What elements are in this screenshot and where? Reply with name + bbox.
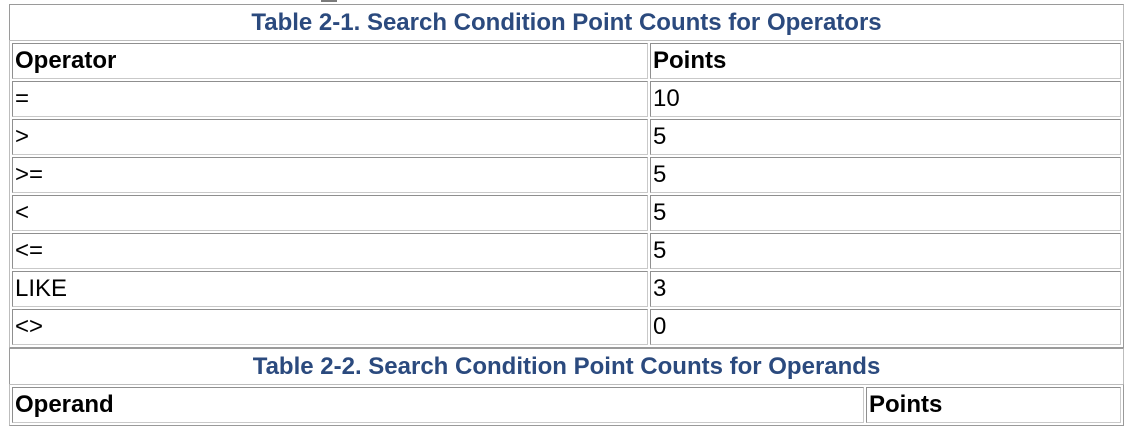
points-cell: 5 xyxy=(650,119,1121,155)
table-row: = 10 xyxy=(12,81,1121,117)
operands-table: Table 2-2. Search Condition Point Counts… xyxy=(9,348,1124,426)
operator-cell: LIKE xyxy=(12,271,648,307)
document-page: Table 2-1. Search Condition Point Counts… xyxy=(9,0,1124,426)
points-cell: 5 xyxy=(650,233,1121,269)
table-row: > 5 xyxy=(12,119,1121,155)
operator-cell: <> xyxy=(12,309,648,345)
table-row: <> 0 xyxy=(12,309,1121,345)
table-2-1-caption: Table 2-1. Search Condition Point Counts… xyxy=(9,4,1124,40)
table-row: < 5 xyxy=(12,195,1121,231)
operator-cell: >= xyxy=(12,157,648,193)
operator-cell: <= xyxy=(12,233,648,269)
points-cell: 0 xyxy=(650,309,1121,345)
table-row: LIKE 3 xyxy=(12,271,1121,307)
page-top-marker xyxy=(321,0,337,2)
table-row: >= 5 xyxy=(12,157,1121,193)
column-header-points: Points xyxy=(650,43,1121,79)
points-cell: 5 xyxy=(650,157,1121,193)
table-header-row: Operator Points xyxy=(12,43,1121,79)
points-cell: 3 xyxy=(650,271,1121,307)
points-cell: 10 xyxy=(650,81,1121,117)
table-header-row: Operand Points xyxy=(12,387,1121,423)
operator-cell: < xyxy=(12,195,648,231)
points-cell: 5 xyxy=(650,195,1121,231)
operators-table: Table 2-1. Search Condition Point Counts… xyxy=(9,4,1124,348)
operator-cell: = xyxy=(12,81,648,117)
operator-cell: > xyxy=(12,119,648,155)
table-row: <= 5 xyxy=(12,233,1121,269)
column-header-points: Points xyxy=(866,387,1121,423)
column-header-operator: Operator xyxy=(12,43,648,79)
column-header-operand: Operand xyxy=(12,387,864,423)
table-2-2-caption: Table 2-2. Search Condition Point Counts… xyxy=(9,348,1124,384)
